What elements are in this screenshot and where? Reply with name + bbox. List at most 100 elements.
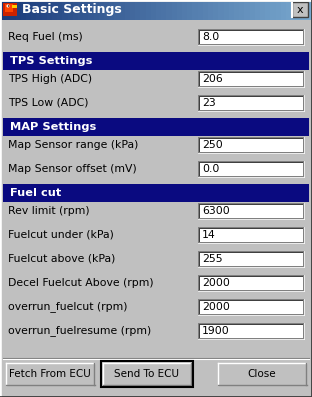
FancyBboxPatch shape [199, 228, 303, 242]
Bar [73, 0, 79, 20]
Text: 2000: 2000 [202, 302, 230, 312]
Bar [41, 0, 47, 20]
Bar [47, 0, 52, 20]
FancyBboxPatch shape [200, 205, 303, 218]
Bar [5, 0, 11, 20]
Text: 2000: 2000 [202, 278, 230, 288]
FancyBboxPatch shape [199, 138, 303, 152]
FancyBboxPatch shape [3, 118, 309, 136]
Bar [275, 0, 281, 20]
FancyBboxPatch shape [200, 163, 303, 176]
FancyBboxPatch shape [198, 227, 304, 243]
Bar [291, 0, 297, 20]
Text: TPS High (ADC): TPS High (ADC) [8, 73, 92, 83]
FancyBboxPatch shape [292, 2, 308, 17]
Text: MAP Settings: MAP Settings [10, 122, 96, 132]
FancyBboxPatch shape [200, 325, 303, 338]
Bar [271, 0, 276, 20]
Bar [88, 0, 94, 20]
Text: Map Sensor offset (mV): Map Sensor offset (mV) [8, 164, 137, 173]
Bar [115, 0, 120, 20]
Text: overrun_fuelcut (rpm): overrun_fuelcut (rpm) [8, 301, 128, 312]
FancyBboxPatch shape [199, 300, 303, 314]
Bar [302, 0, 307, 20]
FancyBboxPatch shape [199, 30, 303, 44]
FancyBboxPatch shape [3, 3, 17, 16]
Text: 6300: 6300 [202, 206, 230, 216]
FancyBboxPatch shape [218, 363, 306, 385]
Bar [250, 0, 255, 20]
FancyBboxPatch shape [0, 20, 312, 397]
Text: Fuelcut above (kPa): Fuelcut above (kPa) [8, 254, 115, 264]
Bar [307, 0, 312, 20]
Circle shape [8, 5, 9, 7]
Bar [135, 0, 141, 20]
Bar [260, 0, 266, 20]
Bar [78, 0, 84, 20]
Bar [52, 0, 58, 20]
Bar [156, 0, 162, 20]
Text: 0.0: 0.0 [202, 164, 219, 174]
Bar [68, 0, 73, 20]
FancyBboxPatch shape [198, 299, 304, 315]
Bar [0, 0, 6, 20]
Text: 14: 14 [202, 230, 216, 240]
Bar [99, 0, 105, 20]
FancyBboxPatch shape [103, 363, 191, 385]
Bar [57, 0, 63, 20]
FancyBboxPatch shape [200, 229, 303, 242]
Bar [21, 0, 27, 20]
Bar [151, 0, 157, 20]
Bar [281, 0, 286, 20]
FancyBboxPatch shape [104, 364, 192, 386]
Bar [62, 0, 68, 20]
Bar [203, 0, 208, 20]
Bar [193, 0, 198, 20]
FancyBboxPatch shape [3, 184, 309, 202]
Bar [161, 0, 167, 20]
FancyBboxPatch shape [199, 72, 303, 86]
Text: Rev limit (rpm): Rev limit (rpm) [8, 206, 90, 216]
Text: 1900: 1900 [202, 326, 230, 336]
Bar [265, 0, 271, 20]
FancyBboxPatch shape [200, 31, 303, 44]
Text: Fuel cut: Fuel cut [10, 188, 61, 198]
Text: TPS Low (ADC): TPS Low (ADC) [8, 98, 89, 108]
FancyBboxPatch shape [199, 252, 303, 266]
FancyBboxPatch shape [219, 364, 307, 386]
Text: overrun_fuelresume (rpm): overrun_fuelresume (rpm) [8, 325, 151, 336]
Text: Send To ECU: Send To ECU [115, 369, 179, 379]
Bar [182, 0, 188, 20]
FancyBboxPatch shape [198, 95, 304, 111]
FancyBboxPatch shape [199, 162, 303, 176]
FancyBboxPatch shape [200, 277, 303, 290]
Bar [177, 0, 183, 20]
Bar [166, 0, 172, 20]
FancyBboxPatch shape [200, 97, 303, 110]
Bar [255, 0, 261, 20]
Text: 255: 255 [202, 254, 223, 264]
FancyBboxPatch shape [6, 363, 94, 385]
Text: Map Sensor range (kPa): Map Sensor range (kPa) [8, 139, 139, 150]
Bar [296, 0, 302, 20]
Text: TPS Settings: TPS Settings [10, 56, 92, 66]
Text: 250: 250 [202, 140, 223, 150]
Bar [197, 0, 203, 20]
Text: 23: 23 [202, 98, 216, 108]
FancyBboxPatch shape [198, 137, 304, 153]
FancyBboxPatch shape [200, 253, 303, 266]
Text: Fetch From ECU: Fetch From ECU [9, 369, 91, 379]
FancyBboxPatch shape [5, 4, 13, 12]
Bar [16, 0, 21, 20]
Bar [130, 0, 136, 20]
Text: Fuelcut under (kPa): Fuelcut under (kPa) [8, 229, 114, 239]
Bar [172, 0, 177, 20]
Bar [208, 0, 214, 20]
Bar [244, 0, 250, 20]
FancyBboxPatch shape [198, 323, 304, 339]
Bar [10, 0, 16, 20]
FancyBboxPatch shape [199, 276, 303, 290]
FancyBboxPatch shape [12, 5, 17, 8]
Text: x: x [297, 5, 303, 15]
Text: Decel Fuelcut Above (rpm): Decel Fuelcut Above (rpm) [8, 278, 154, 287]
